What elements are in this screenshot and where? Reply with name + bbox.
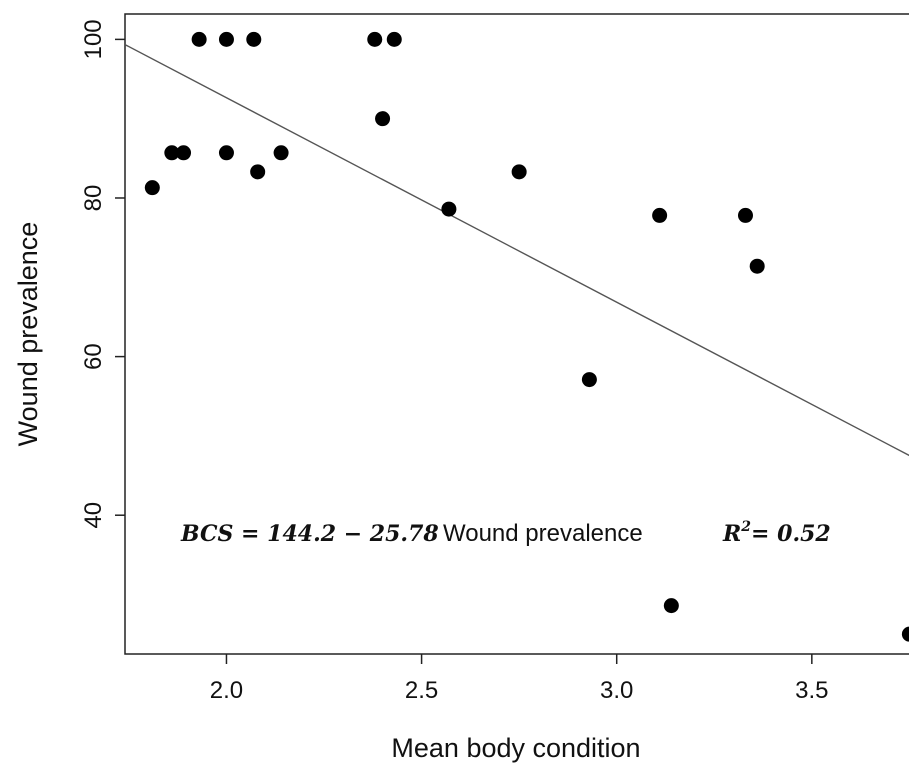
regression-line [124,43,909,457]
data-point [441,201,457,217]
data-point [367,31,383,47]
y-axis-title: Wound prevalence [13,222,43,447]
data-point [511,164,527,180]
x-tick-label: 2.5 [405,677,438,704]
data-point [652,207,668,223]
data-point [375,111,391,127]
data-point [218,31,234,47]
data-point [246,31,262,47]
data-point [191,31,207,47]
plot-frame [124,13,909,655]
equation-math: BCS = 144.2 − 25.78 [180,521,439,547]
data-point [144,180,160,196]
data-point [901,626,909,642]
y-tick-label: 40 [80,502,107,529]
x-axis-title: Mean body condition [391,733,640,763]
data-point [176,145,192,161]
data-point [386,31,402,47]
x-tick-label: 2.0 [210,677,243,704]
data-point [663,598,679,614]
data-point [737,207,753,223]
data-point [164,145,180,161]
r-squared: R2= 0.52 [722,519,831,547]
data-point [218,145,234,161]
x-tick-label: 3.5 [795,677,828,704]
equation-annotation: BCS = 144.2 − 25.78 Wound prevalence R2=… [180,519,831,547]
data-point [250,164,266,180]
y-tick-label: 60 [80,343,107,370]
x-tick-label: 3.0 [600,677,633,704]
data-point [749,258,765,274]
data-point [581,372,597,388]
data-point [273,145,289,161]
equation-text: Wound prevalence [443,520,643,547]
y-tick-label: 80 [80,185,107,212]
y-tick-label: 100 [80,19,107,59]
